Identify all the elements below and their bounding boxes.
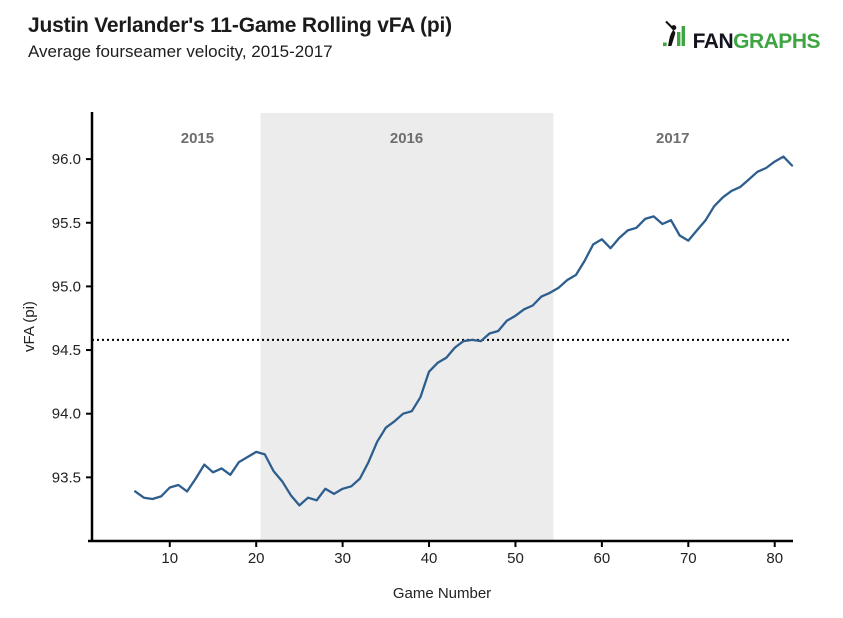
y-tick-label-95: 95.0 [52, 278, 81, 295]
y-tick-label-94.5: 94.5 [52, 342, 81, 359]
x-tick-label-20: 20 [248, 550, 265, 567]
year-label-2017: 2017 [656, 130, 689, 147]
y-axis-label: vFA (pi) [21, 301, 38, 352]
y-tick-label-94: 94.0 [52, 406, 81, 423]
fangraphs-wordmark: FANGRAPHS [692, 30, 821, 53]
year-band-2016 [260, 113, 554, 541]
y-tick-label-96: 96.0 [52, 151, 81, 168]
year-label-2016: 2016 [390, 130, 423, 147]
year-label-2015: 2015 [181, 130, 214, 147]
chart-subtitle: Average fourseamer velocity, 2015-2017 [28, 42, 333, 61]
y-tick-label-95.5: 95.5 [52, 215, 81, 232]
logo-graphs-text: GRAPHS [733, 30, 820, 53]
x-tick-label-50: 50 [507, 550, 524, 567]
x-tick-label-60: 60 [594, 550, 611, 567]
chart-title: Justin Verlander's 11-Game Rolling vFA (… [28, 14, 452, 37]
velocity-line [134, 155, 794, 507]
x-tick-label-10: 10 [161, 550, 178, 567]
x-tick-label-70: 70 [680, 550, 697, 567]
logo-fan-text: FAN [692, 30, 734, 53]
chart-header: Justin Verlander's 11-Game Rolling vFA (… [28, 14, 452, 62]
x-tick-label-40: 40 [421, 550, 438, 567]
y-tick-label-93.5: 93.5 [52, 469, 81, 486]
fangraphs-batter-icon [662, 20, 689, 52]
x-tick-label-80: 80 [766, 550, 783, 567]
x-tick-label-30: 30 [334, 550, 351, 567]
fangraphs-logo: FANGRAPHS [662, 20, 821, 53]
x-axis-label: Game Number [393, 585, 491, 602]
